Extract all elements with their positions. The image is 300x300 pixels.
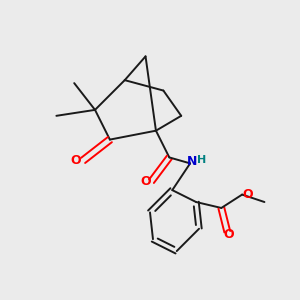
Text: O: O [224, 228, 234, 241]
Text: O: O [243, 188, 254, 201]
Text: O: O [70, 154, 81, 167]
Text: N: N [187, 155, 198, 168]
Text: O: O [140, 175, 151, 188]
Text: H: H [197, 155, 207, 165]
